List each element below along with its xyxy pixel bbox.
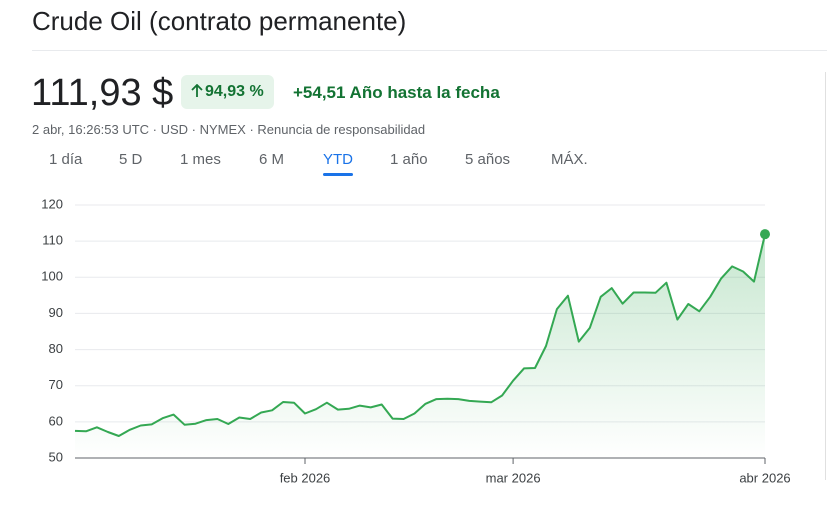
change-badge: 94,93 % [181,75,274,109]
range-tab[interactable]: 6 M [259,151,285,168]
change-percent: 94,93 % [205,83,264,100]
y-tick-label: 60 [49,413,63,428]
separator [825,72,826,480]
y-tick-label: 110 [42,233,63,248]
range-tab[interactable]: YTD [323,151,353,176]
y-tick-label: 70 [49,377,63,392]
separator [32,50,827,51]
y-tick-label: 50 [49,449,63,464]
change: +54,51 Año hasta la fecha [293,83,500,102]
area [75,234,765,458]
y-tick-label: 90 [49,305,63,320]
last-point [760,229,770,240]
range-tab[interactable]: 5 D [119,151,143,168]
range-tab[interactable]: 1 mes [180,151,221,168]
up-arrow [191,83,203,97]
range-tab[interactable]: MÁX. [551,151,588,168]
range-tab[interactable]: 5 años [465,151,511,168]
range-tab[interactable]: 1 día [49,151,83,168]
x-tick-label: mar 2026 [486,470,541,485]
range-tab[interactable]: 1 año [390,151,428,168]
x-tick-label: abr 2026 [739,470,790,485]
y-tick-label: 100 [41,269,63,284]
title: Crude Oil (contrato permanente) [32,6,407,36]
y-tick-label: 80 [49,341,63,356]
y-tick-label: 120 [41,196,63,211]
price: 111,93 $ [31,72,174,114]
price-line [74,233,766,437]
subtitle: 2 abr, 16:26:53 UTC · USD · NYMEX · Renu… [32,122,426,137]
x-tick-label: feb 2026 [280,470,331,485]
